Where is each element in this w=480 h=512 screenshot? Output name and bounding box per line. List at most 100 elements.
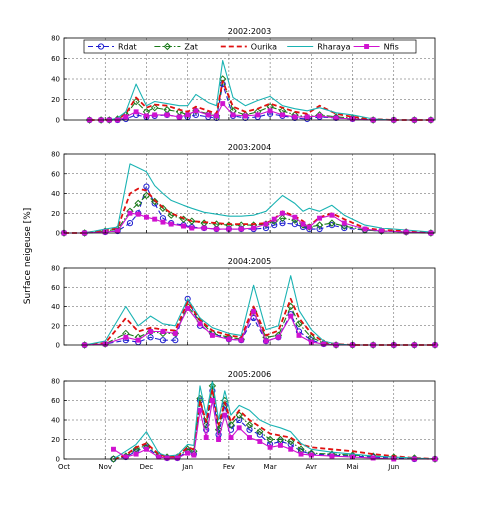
data-point-nfis	[209, 332, 215, 338]
legend-label-zat: Zat	[184, 43, 198, 52]
panel-title: 2003:2004	[228, 143, 271, 152]
y-tick-label: 40	[51, 76, 60, 84]
data-point-nfis	[255, 112, 261, 118]
series-ourika	[113, 387, 436, 460]
data-point-nfis	[168, 221, 174, 227]
data-point-zat	[295, 320, 303, 328]
y-tick-label: 20	[51, 436, 60, 444]
series-rharaya	[84, 275, 435, 346]
x-tick-label: Oct	[58, 463, 70, 471]
data-point-nfis	[403, 229, 409, 235]
x-tick-label: Mai	[346, 463, 358, 471]
series-zat	[113, 385, 436, 460]
data-point-nfis	[263, 221, 269, 227]
data-point-nfis	[185, 305, 191, 311]
x-tick-label: Nov	[98, 463, 112, 471]
data-point-nfis	[271, 216, 277, 222]
data-point-nfis	[317, 113, 323, 119]
y-tick-label: 0	[56, 342, 60, 350]
data-point-nfis	[135, 337, 141, 343]
data-point-rdat	[203, 426, 210, 433]
data-point-nfis	[296, 332, 302, 338]
series-rdat	[113, 390, 435, 460]
data-point-zat	[276, 435, 285, 444]
data-point-rdat	[275, 334, 282, 341]
y-tick-label: 0	[56, 117, 60, 125]
data-point-nfis	[257, 439, 263, 444]
data-point-nfis	[280, 210, 285, 216]
grid	[64, 268, 435, 345]
data-point-nfis	[216, 437, 222, 442]
y-tick-label: 20	[51, 210, 60, 218]
data-point-rdat	[291, 221, 298, 228]
data-point-zat	[150, 197, 159, 206]
data-point-zat	[142, 191, 151, 200]
data-point-nfis	[209, 398, 215, 403]
y-tick-label: 80	[51, 378, 60, 386]
x-tick-label: Dec	[140, 463, 154, 471]
y-tick-label: 0	[56, 456, 60, 464]
panel-title: 2004:2005	[228, 257, 271, 266]
data-point-rdat	[316, 225, 323, 233]
data-point-nfis	[189, 225, 195, 231]
data-point-nfis	[378, 228, 384, 234]
y-tick-label: 40	[51, 417, 60, 425]
data-point-rdat	[143, 183, 150, 190]
data-point-nfis	[304, 114, 310, 120]
data-point-zat	[159, 204, 167, 213]
legend-label-rdat: Rdat	[118, 43, 137, 52]
data-point-nfis	[220, 101, 226, 107]
data-point-nfis	[298, 451, 304, 457]
data-point-nfis	[228, 435, 234, 441]
series-zat	[89, 78, 431, 121]
data-point-nfis	[156, 454, 162, 460]
y-tick-label: 60	[51, 55, 60, 63]
data-point-zat	[208, 382, 217, 390]
data-point-rdat	[328, 222, 336, 229]
data-point-nfis	[143, 214, 149, 220]
data-point-nfis	[267, 444, 273, 450]
data-point-nfis	[341, 220, 347, 226]
data-point-zat	[256, 427, 264, 436]
data-point-zat	[150, 103, 159, 112]
panel-title: 2005:2006	[228, 370, 271, 379]
y-tick-label: 20	[51, 96, 60, 104]
data-point-nfis	[267, 108, 273, 114]
data-point-nfis	[203, 435, 209, 441]
series-ourika	[64, 187, 431, 234]
y-tick-label: 80	[51, 265, 60, 273]
data-point-nfis	[135, 211, 141, 217]
data-point-rdat	[159, 337, 167, 344]
data-point-rdat	[172, 337, 179, 344]
x-tick-label: Jun	[387, 463, 399, 471]
data-point-nfis	[333, 115, 339, 121]
data-point-nfis	[123, 334, 129, 340]
data-point-nfis	[115, 228, 121, 234]
x-tick-label: Avr	[306, 463, 318, 471]
data-point-nfis	[111, 446, 116, 452]
data-point-nfis	[306, 224, 312, 230]
data-point-zat	[287, 437, 295, 446]
data-point-nfis	[191, 452, 197, 458]
data-point-nfis	[164, 112, 170, 118]
data-point-nfis	[205, 112, 211, 118]
data-point-nfis	[193, 108, 199, 114]
data-point-nfis	[370, 455, 376, 461]
data-point-nfis	[242, 113, 248, 119]
data-point-zat	[227, 421, 235, 429]
data-point-nfis	[176, 114, 182, 120]
x-tick-label: Mar	[264, 463, 277, 471]
y-tick-label: 40	[51, 190, 60, 198]
legend-marker-zat	[163, 42, 172, 51]
data-point-nfis	[288, 313, 294, 319]
data-point-nfis	[160, 219, 166, 225]
data-point-nfis	[230, 112, 236, 118]
markers-nfis	[61, 210, 434, 236]
data-point-nfis	[226, 336, 232, 342]
y-tick-label: 80	[51, 35, 60, 43]
y-tick-label: 60	[51, 397, 60, 405]
data-point-nfis	[172, 331, 178, 336]
data-point-nfis	[164, 455, 170, 461]
data-point-nfis	[123, 114, 129, 120]
